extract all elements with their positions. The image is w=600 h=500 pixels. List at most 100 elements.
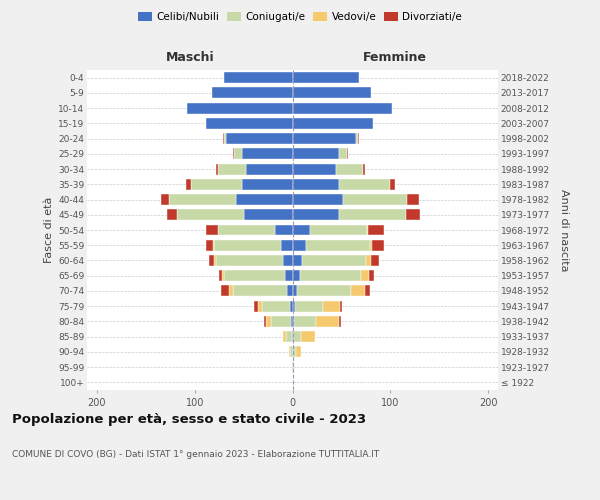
Bar <box>292 331 293 342</box>
Bar <box>293 346 296 358</box>
Bar <box>356 133 358 144</box>
Bar <box>290 316 293 327</box>
Bar <box>286 331 292 342</box>
Bar <box>340 316 341 327</box>
Bar <box>224 72 293 83</box>
Bar <box>302 255 366 266</box>
Bar <box>369 270 374 281</box>
Bar <box>169 194 236 205</box>
Bar <box>214 255 216 266</box>
Bar <box>365 286 370 296</box>
Bar <box>161 194 169 205</box>
Bar <box>370 240 372 250</box>
Bar <box>310 224 367 235</box>
Text: Maschi: Maschi <box>166 51 214 64</box>
Bar <box>206 240 213 250</box>
Bar <box>233 148 234 160</box>
Bar <box>358 133 359 144</box>
Bar <box>293 331 301 342</box>
Bar <box>233 286 287 296</box>
Bar <box>229 286 233 296</box>
Bar <box>206 118 293 129</box>
Bar <box>216 255 283 266</box>
Bar <box>293 102 392 114</box>
Bar <box>323 300 340 312</box>
Bar <box>244 210 293 220</box>
Text: Femmine: Femmine <box>363 51 427 64</box>
Bar <box>293 300 295 312</box>
Bar <box>293 362 295 372</box>
Bar <box>218 164 245 174</box>
Bar <box>295 300 323 312</box>
Bar <box>290 300 293 312</box>
Bar <box>214 240 281 250</box>
Bar <box>284 270 293 281</box>
Bar <box>293 133 356 144</box>
Bar <box>293 148 340 160</box>
Bar <box>368 224 383 235</box>
Bar <box>293 210 340 220</box>
Bar <box>298 286 351 296</box>
Bar <box>361 270 369 281</box>
Bar <box>340 300 343 312</box>
Bar <box>290 346 293 358</box>
Bar <box>293 88 371 99</box>
Bar <box>223 133 224 144</box>
Bar <box>301 270 361 281</box>
Bar <box>343 194 407 205</box>
Bar <box>221 286 229 296</box>
Bar <box>224 133 226 144</box>
Bar <box>406 210 420 220</box>
Bar <box>234 148 242 160</box>
Bar <box>187 102 293 114</box>
Bar <box>407 194 419 205</box>
Bar <box>245 164 293 174</box>
Bar <box>293 179 340 190</box>
Bar <box>391 179 395 190</box>
Bar <box>224 270 284 281</box>
Y-axis label: Anni di nascita: Anni di nascita <box>559 188 569 271</box>
Bar <box>292 362 293 372</box>
Bar <box>216 164 218 174</box>
Bar <box>293 286 298 296</box>
Bar <box>281 240 293 250</box>
Bar <box>296 346 301 358</box>
Bar <box>177 210 244 220</box>
Bar <box>367 224 368 235</box>
Bar <box>218 224 275 235</box>
Legend: Celibi/Nubili, Coniugati/e, Vedovi/e, Divorziati/e: Celibi/Nubili, Coniugati/e, Vedovi/e, Di… <box>134 8 466 26</box>
Bar <box>236 194 293 205</box>
Bar <box>293 224 310 235</box>
Bar <box>213 240 214 250</box>
Bar <box>293 72 359 83</box>
Bar <box>295 316 316 327</box>
Bar <box>293 194 343 205</box>
Bar <box>167 210 177 220</box>
Bar <box>293 118 373 129</box>
Bar <box>371 255 379 266</box>
Bar <box>258 300 262 312</box>
Bar <box>264 316 266 327</box>
Bar <box>209 255 214 266</box>
Bar <box>340 148 347 160</box>
Bar <box>340 210 406 220</box>
Y-axis label: Fasce di età: Fasce di età <box>44 197 54 263</box>
Bar <box>283 331 286 342</box>
Bar <box>242 179 293 190</box>
Bar <box>366 255 371 266</box>
Bar <box>275 224 293 235</box>
Bar <box>293 316 295 327</box>
Bar <box>262 300 290 312</box>
Bar <box>293 240 306 250</box>
Bar <box>347 148 348 160</box>
Bar <box>301 331 315 342</box>
Bar <box>289 346 290 358</box>
Bar <box>335 164 363 174</box>
Bar <box>254 300 258 312</box>
Bar <box>351 286 365 296</box>
Bar <box>293 164 335 174</box>
Bar <box>372 240 383 250</box>
Bar <box>293 255 302 266</box>
Bar <box>271 316 290 327</box>
Bar <box>283 255 293 266</box>
